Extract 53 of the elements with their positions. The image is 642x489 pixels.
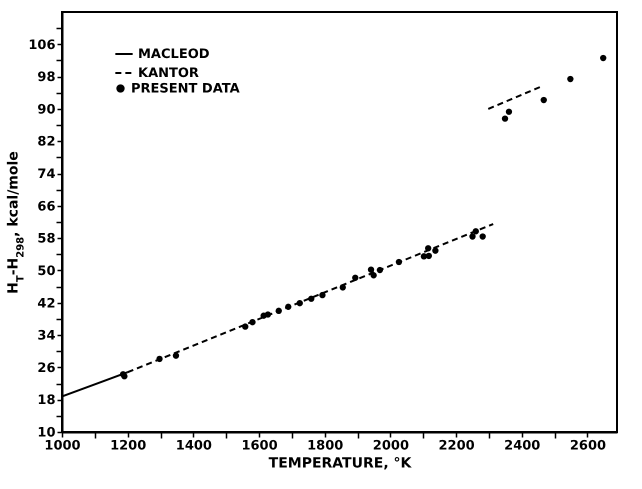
point bbox=[506, 108, 512, 115]
x-tick-label: 2000 bbox=[372, 438, 409, 454]
y-tick-label: 90 bbox=[37, 102, 56, 118]
point bbox=[264, 311, 272, 318]
point bbox=[396, 258, 402, 266]
x-tick-label: 1800 bbox=[307, 438, 344, 454]
y-tick-label: 42 bbox=[37, 296, 56, 312]
x-tick-label: 1200 bbox=[110, 438, 146, 454]
legend-label: MACLEOD bbox=[138, 47, 210, 62]
point bbox=[472, 228, 479, 234]
legend-label: KANTOR bbox=[138, 66, 199, 81]
x-tick-label: 1600 bbox=[241, 438, 278, 454]
point bbox=[376, 266, 384, 274]
point bbox=[432, 248, 439, 254]
x-tick-label: 2600 bbox=[570, 438, 606, 454]
y-tick-label: 74 bbox=[37, 167, 56, 182]
y-tick-label: 66 bbox=[37, 199, 56, 214]
point bbox=[308, 296, 314, 302]
point bbox=[352, 274, 358, 281]
x-tick-label: 2400 bbox=[504, 438, 540, 454]
y-tick-label: 10 bbox=[37, 426, 56, 440]
point bbox=[426, 252, 432, 260]
point bbox=[567, 76, 574, 82]
point bbox=[502, 115, 508, 122]
point bbox=[319, 292, 326, 298]
x-tick-label: 1400 bbox=[176, 438, 212, 454]
point bbox=[276, 308, 282, 314]
y-tick-label: 26 bbox=[37, 360, 56, 376]
point bbox=[425, 245, 432, 252]
point bbox=[480, 233, 486, 240]
y-tick-label: 98 bbox=[37, 70, 56, 86]
point bbox=[600, 54, 606, 62]
point bbox=[249, 319, 256, 326]
y-tick-label: 34 bbox=[37, 328, 56, 344]
point bbox=[469, 233, 476, 240]
y-tick-label: 50 bbox=[37, 264, 56, 279]
point bbox=[340, 284, 346, 291]
point bbox=[370, 272, 377, 278]
point bbox=[242, 323, 248, 330]
point bbox=[368, 266, 374, 273]
x-tick-label: 1000 bbox=[44, 438, 81, 454]
point bbox=[156, 356, 163, 362]
point bbox=[172, 352, 180, 359]
x-axis-title: TEMPERATURE, °K bbox=[268, 456, 412, 472]
point bbox=[540, 96, 547, 104]
y-tick-label: 58 bbox=[37, 232, 56, 247]
y-tick-label: 18 bbox=[37, 393, 56, 408]
point bbox=[285, 304, 292, 310]
point bbox=[296, 300, 303, 306]
y-tick-label: 82 bbox=[37, 134, 56, 150]
y-tick-label: 106 bbox=[28, 38, 56, 53]
legend-label: PRESENT DATA bbox=[131, 82, 240, 96]
x-tick-label: 2200 bbox=[438, 438, 475, 454]
